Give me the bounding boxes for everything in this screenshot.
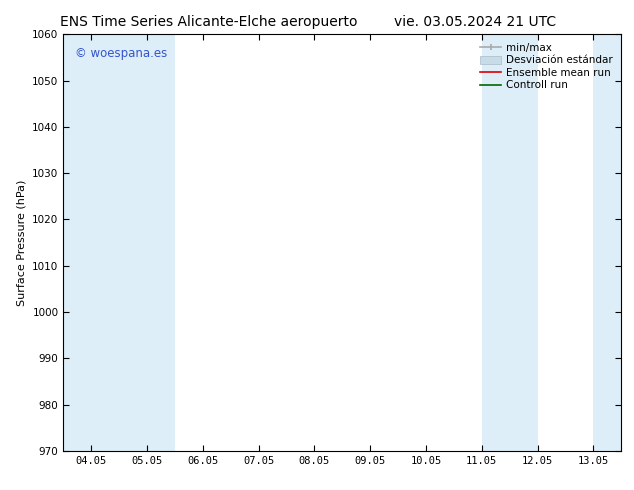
Bar: [593, 34, 621, 451]
Bar: [63, 34, 119, 451]
Bar: [119, 34, 175, 451]
Legend: min/max, Desviación estándar, Ensemble mean run, Controll run: min/max, Desviación estándar, Ensemble m…: [477, 40, 616, 94]
Text: © woespana.es: © woespana.es: [75, 47, 167, 60]
Bar: [482, 34, 538, 451]
Text: vie. 03.05.2024 21 UTC: vie. 03.05.2024 21 UTC: [394, 15, 557, 29]
Y-axis label: Surface Pressure (hPa): Surface Pressure (hPa): [16, 179, 27, 306]
Text: ENS Time Series Alicante-Elche aeropuerto: ENS Time Series Alicante-Elche aeropuert…: [60, 15, 358, 29]
